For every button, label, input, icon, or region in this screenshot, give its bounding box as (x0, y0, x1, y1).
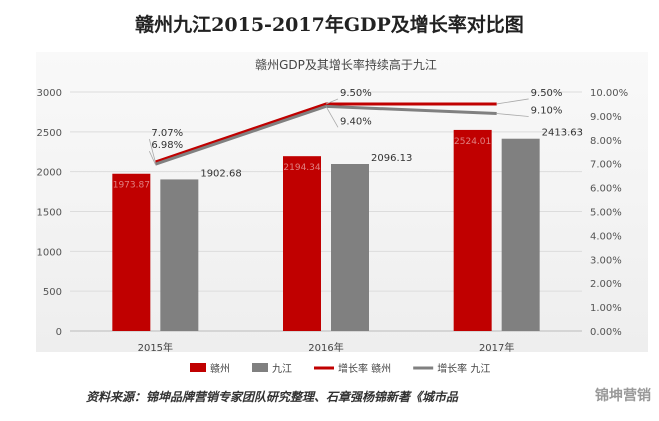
leader-line (325, 106, 339, 128)
y-right-tick-label: 1.00% (590, 303, 622, 314)
legend-swatch (252, 363, 268, 372)
y-right-tick-label: 2.00% (590, 279, 622, 290)
bar-value-label: 2413.63 (542, 128, 583, 139)
y-left-tick-label: 3000 (37, 88, 62, 99)
leader-line (325, 98, 339, 105)
leader-line (496, 113, 529, 117)
y-right-tick-label: 4.00% (590, 231, 622, 242)
bar-jiujiang (331, 164, 369, 331)
bar-jiujiang (160, 179, 199, 331)
y-right-tick-label: 7.00% (590, 160, 622, 171)
legend-label: 增长率 赣州 (338, 362, 391, 375)
bar-value-label: 2194.34 (283, 163, 320, 173)
y-right-tick-label: 5.00% (590, 208, 622, 219)
leader-line (148, 151, 156, 165)
y-right-tick-label: 10.00% (590, 88, 628, 99)
line-value-label: 9.10% (531, 106, 563, 117)
bar-jiujiang (501, 138, 540, 331)
y-right-tick-label: 6.00% (590, 184, 622, 195)
x-tick-label: 2017年 (479, 341, 514, 354)
y-right-tick-label: 0.00% (590, 327, 622, 338)
y-left-tick-label: 0 (56, 327, 62, 338)
line-value-label: 7.07% (151, 128, 183, 139)
y-left-tick-label: 2500 (37, 128, 62, 139)
leader-line (496, 98, 529, 105)
line-value-label: 9.50% (340, 88, 372, 99)
bar-value-label: 1902.68 (200, 168, 241, 179)
legend-label: 九江 (272, 363, 292, 375)
bar-ganzhou (283, 156, 321, 331)
y-left-tick-label: 1000 (37, 247, 62, 258)
x-tick-label: 2016年 (308, 341, 343, 354)
bar-ganzhou (112, 173, 151, 331)
line-growth-jiujiang (154, 104, 497, 166)
page-title: 赣州九江2015-2017年GDP及增长率对比图 (135, 14, 524, 36)
line-value-label: 6.98% (151, 140, 183, 151)
x-tick-label: 2015年 (138, 341, 173, 354)
bar-ganzhou (453, 129, 492, 331)
y-left-tick-label: 500 (43, 287, 62, 298)
y-left-tick-label: 1500 (37, 208, 62, 219)
legend-label: 增长率 九江 (437, 362, 490, 375)
y-right-tick-label: 3.00% (590, 255, 622, 266)
leader-line (148, 138, 156, 163)
bar-value-label: 2096.13 (371, 153, 412, 164)
y-left-tick-label: 2000 (37, 168, 62, 179)
source-note: 资料来源：锦坤品牌营销专家团队研究整理、石章强杨锦新著《城市品 (86, 390, 459, 404)
y-right-tick-label: 8.00% (590, 136, 622, 147)
legend-swatch (190, 363, 206, 372)
line-value-label: 9.50% (531, 88, 563, 99)
bar-value-label: 2524.01 (454, 137, 491, 147)
watermark: 锦坤营销 (595, 388, 651, 404)
legend-label: 赣州 (210, 362, 230, 375)
bar-value-label: 1973.87 (113, 181, 150, 191)
chart-subtitle: 赣州GDP及其增长率持续高于九江 (255, 57, 437, 72)
line-value-label: 9.40% (340, 116, 372, 127)
y-right-tick-label: 9.00% (590, 112, 622, 123)
